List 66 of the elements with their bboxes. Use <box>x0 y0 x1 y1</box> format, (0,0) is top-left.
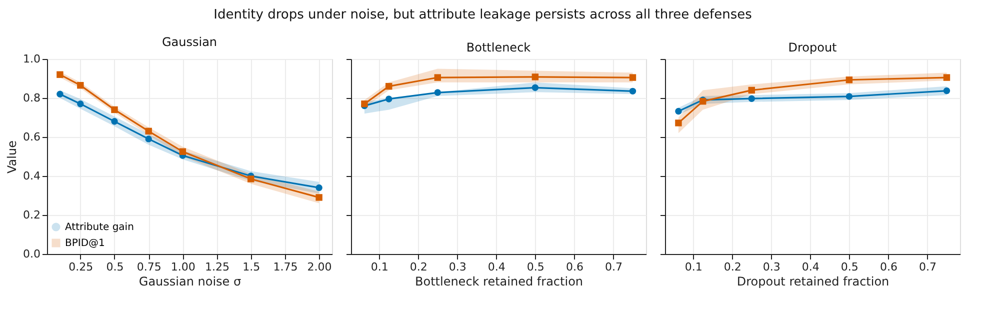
point <box>943 74 950 81</box>
x-tick-label: 0.5 <box>106 260 124 274</box>
x-tick-label: 1.00 <box>170 260 196 274</box>
point <box>111 106 118 114</box>
x-tick-label: 0.7 <box>918 260 936 274</box>
x-axis-title: Dropout retained fraction <box>736 274 890 288</box>
x-tick-label: 0.2 <box>724 260 742 274</box>
x-tick-label: 0.2 <box>410 260 428 274</box>
point <box>748 95 755 102</box>
x-tick-label: 0.75 <box>136 260 162 274</box>
x-tick-label: 0.1 <box>684 260 702 274</box>
point <box>675 120 682 126</box>
chart-title: Gaussian <box>162 35 218 49</box>
x-tick-label: 0.3 <box>448 260 466 274</box>
x-tick-label: 0.25 <box>68 260 94 274</box>
legend-label: Attribute gain <box>65 222 134 233</box>
point <box>77 100 84 108</box>
text: Identity drops under noise, but attribute leakage persists across all three defenses <box>214 8 752 22</box>
point <box>316 184 322 192</box>
x-tick-label: 0.3 <box>762 260 780 274</box>
point <box>56 71 64 78</box>
point <box>56 90 64 98</box>
x-tick-label: 0.5 <box>526 260 544 274</box>
x-axis-title: Gaussian noise σ <box>138 274 242 288</box>
point <box>434 89 441 96</box>
point <box>748 86 755 94</box>
x-tick-label: 0.4 <box>802 260 820 274</box>
x-tick-label: 1.75 <box>273 260 298 274</box>
point <box>77 82 84 89</box>
y-tick-label: 0.6 <box>23 130 40 144</box>
y-tick-label: 0.2 <box>23 208 40 222</box>
point <box>248 176 254 182</box>
y-tick-label: 0.8 <box>23 92 40 104</box>
point <box>943 87 950 94</box>
legend-label: BPID@1 <box>65 238 105 249</box>
point <box>532 74 539 80</box>
point <box>629 88 636 95</box>
point <box>675 108 682 115</box>
x-tick-label: 0.6 <box>566 260 584 274</box>
x-tick-label: 0.7 <box>604 260 622 274</box>
x-tick-label: 0.4 <box>488 260 506 274</box>
x-tick-label: 0.6 <box>880 260 898 274</box>
point <box>846 76 853 84</box>
x-tick-label: 1.25 <box>205 260 230 274</box>
point <box>316 194 322 201</box>
point <box>629 74 636 81</box>
x-tick-label: 2.00 <box>307 260 332 274</box>
point <box>434 74 441 81</box>
point <box>532 84 539 92</box>
chart-title: Dropout <box>788 40 838 54</box>
x-tick-label: 0.1 <box>370 260 388 274</box>
y-tick-label: 0.4 <box>23 170 40 182</box>
x-axis-title: Bottleneck retained fraction <box>414 274 584 288</box>
point <box>385 82 392 90</box>
point <box>145 128 152 135</box>
y-tick-label: 1.0 <box>23 52 40 66</box>
y-tick-label: 0.0 <box>23 248 40 260</box>
x-tick-label: 0.5 <box>840 260 858 274</box>
point <box>145 136 152 142</box>
point <box>846 93 853 100</box>
y-axis-title: Value <box>5 140 20 174</box>
x-tick-label: 1.5 <box>242 260 260 274</box>
point <box>385 96 392 102</box>
point <box>111 118 118 125</box>
chart-title: Bottleneck <box>466 40 531 54</box>
point <box>179 148 186 155</box>
